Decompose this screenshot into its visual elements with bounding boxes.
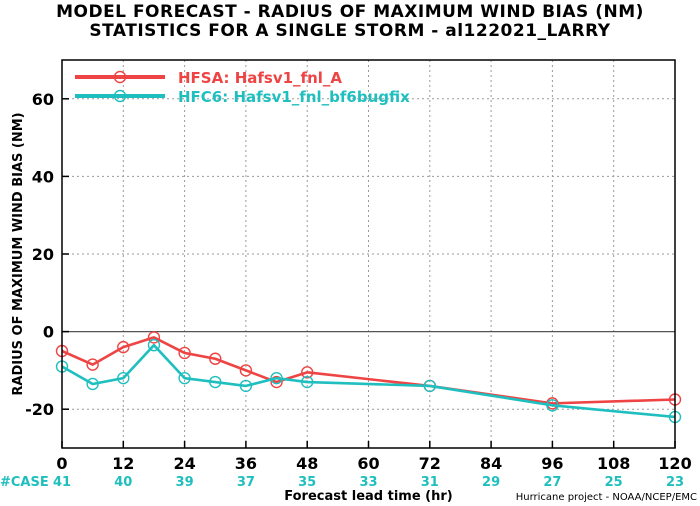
x-tick-label: 24 — [173, 454, 195, 473]
y-tick-label: 40 — [32, 167, 54, 186]
y-tick-label: 60 — [32, 90, 54, 109]
credit-text: Hurricane project - NOAA/NCEP/EMC — [516, 492, 697, 503]
case-count: 23 — [666, 475, 684, 490]
axis-ticks: 0 12 24 36 48 60 72 84 96 108 120 -20 0 20 40 60 — [25, 90, 692, 473]
x-tick-label: 36 — [235, 454, 257, 473]
series-layer — [55, 331, 682, 424]
x-tick-label: 48 — [296, 454, 318, 473]
case-count-label: #CASE — [0, 475, 49, 490]
case-count: 33 — [359, 475, 377, 490]
data-point — [147, 331, 161, 344]
legend-item: HFC6: Hafsv1_fnl_bf6bugfix — [75, 88, 410, 106]
data-point — [178, 346, 191, 360]
data-point — [270, 371, 283, 385]
y-tick-label: -20 — [25, 400, 54, 419]
x-axis-label: Forecast lead time (hr) — [284, 489, 452, 504]
case-count: 40 — [114, 475, 132, 490]
legend-label: HFC6: Hafsv1_fnl_bf6bugfix — [178, 88, 410, 106]
x-tick-label: 108 — [597, 454, 630, 473]
legend-marker — [113, 89, 127, 103]
legend-item: HFSA: Hafsv1_fnl_A — [75, 69, 342, 87]
x-tick-label: 60 — [357, 454, 379, 473]
y-tick-label: 20 — [32, 245, 54, 264]
data-point — [239, 364, 253, 377]
case-count: 27 — [543, 475, 561, 490]
case-count: 37 — [237, 475, 255, 490]
legend-label: HFSA: Hafsv1_fnl_A — [178, 69, 342, 87]
data-point — [423, 379, 436, 393]
data-point — [178, 371, 191, 385]
case-count: 31 — [421, 475, 439, 490]
y-axis-label: RADIUS OF MAXIMUM WIND BIAS (NM) — [11, 112, 26, 395]
chart-title-line1: MODEL FORECAST - RADIUS OF MAXIMUM WIND … — [56, 2, 644, 22]
data-point — [86, 377, 99, 391]
data-point — [239, 379, 253, 393]
x-tick-label: 0 — [56, 454, 67, 473]
data-point — [147, 338, 161, 352]
chart-title-line2: STATISTICS FOR A SINGLE STORM - al122021… — [89, 21, 611, 41]
x-tick-label: 72 — [419, 454, 441, 473]
grid — [62, 60, 675, 448]
data-point — [86, 358, 99, 371]
case-count: 41 — [53, 475, 71, 490]
x-tick-label: 96 — [541, 454, 563, 473]
data-point — [209, 352, 222, 365]
data-point — [209, 375, 222, 389]
data-point — [301, 366, 314, 379]
case-count: 39 — [176, 475, 194, 490]
data-point — [117, 371, 130, 385]
data-point — [270, 375, 283, 389]
case-counts: 41 40 39 37 35 33 31 29 27 25 23 — [53, 475, 684, 490]
case-count: 35 — [298, 475, 316, 490]
y-tick-label: 0 — [43, 323, 54, 342]
x-tick-label: 120 — [658, 454, 691, 473]
case-count: 25 — [605, 475, 623, 490]
data-point — [301, 375, 314, 389]
x-tick-label: 84 — [480, 454, 502, 473]
x-tick-label: 12 — [112, 454, 134, 473]
data-point — [546, 399, 559, 412]
case-count: 29 — [482, 475, 500, 490]
data-point — [117, 340, 130, 354]
legend-marker — [113, 70, 127, 84]
